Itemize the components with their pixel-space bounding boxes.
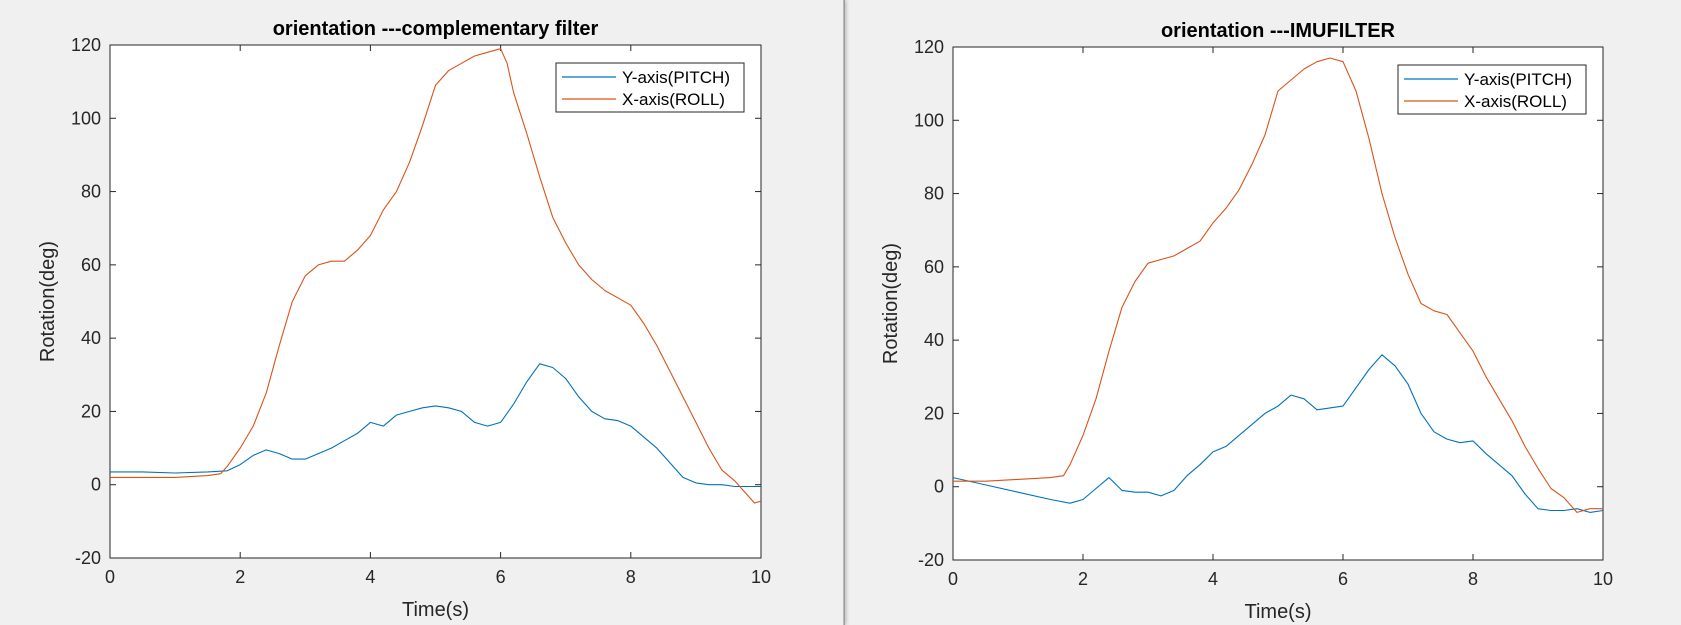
x-tick-label: 4 [365,567,375,587]
y-axis-label: Rotation(deg) [880,243,902,364]
y-tick-label: 80 [924,184,944,204]
legend-entry: Y-axis(PITCH) [622,68,730,87]
x-tick-label: 4 [1208,569,1218,589]
y-tick-label: 100 [71,108,101,128]
series-line-pitch [953,354,1603,513]
x-axis-label: Time(s) [402,599,469,621]
y-tick-label: 80 [81,182,101,202]
legend-box [1397,64,1587,115]
x-tick-label: 6 [1338,569,1348,589]
plot-area [109,44,762,559]
y-tick-label: 20 [81,401,101,421]
x-tick-label: 0 [105,567,115,587]
chart-title: orientation ---complementary filter [273,18,599,40]
plot-area [952,46,1604,561]
chart-complementary-filter: orientation ---complementary filter 0 2 4 6 8… [37,18,771,621]
y-tick-label: 20 [924,403,944,423]
legend-entry: X-axis(ROLL) [1464,92,1567,111]
y-tick-label: 60 [924,257,944,277]
series-line-roll [110,48,761,504]
y-tick-label: 40 [81,328,101,348]
legend-entry: X-axis(ROLL) [622,90,725,109]
y-tick-label: 120 [71,35,101,55]
series-line-roll [953,57,1603,513]
figure-window-right: orientation ---IMUFILTER 0 2 4 6 8 10 -20 0 20 40 6… [844,0,1681,625]
y-tick-label: 100 [914,110,944,130]
x-tick-label: 8 [1468,569,1478,589]
legend: Y-axis(PITCH) X-axis(ROLL) [555,62,745,113]
x-tick-label: 6 [496,567,506,587]
x-tick-label: 2 [1078,569,1088,589]
y-tick-label: 60 [81,255,101,275]
series-line-pitch [110,363,761,488]
y-tick-label: -20 [918,550,944,570]
legend: Y-axis(PITCH) X-axis(ROLL) [1397,64,1587,115]
y-axis-label: Rotation(deg) [37,241,59,362]
y-tick-label: 120 [914,37,944,57]
x-tick-label: 0 [948,569,958,589]
x-tick-label: 8 [626,567,636,587]
x-tick-label: 10 [751,567,771,587]
window-divider [843,0,845,625]
chart-title: orientation ---IMUFILTER [1161,20,1396,42]
figure-window-left: orientation ---complementary filter 0 2 4 6 8… [37,0,844,625]
y-tick-label: -20 [75,548,101,568]
legend-entry: Y-axis(PITCH) [1464,70,1572,89]
x-tick-label: 10 [1593,569,1613,589]
x-axis-label: Time(s) [1244,601,1311,623]
y-tick-label: 0 [934,477,944,497]
y-tick-label: 0 [91,475,101,495]
legend-box [555,62,745,113]
x-tick-label: 2 [235,567,245,587]
y-tick-label: 40 [924,330,944,350]
